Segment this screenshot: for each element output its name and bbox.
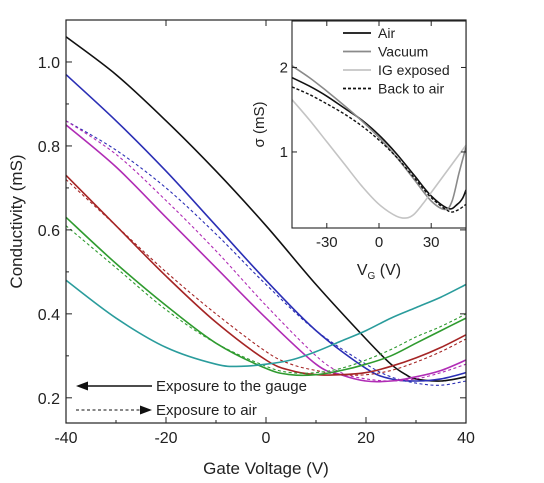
inset-y-tick-label: 1 (280, 144, 288, 161)
inset-legend-label-1: Vacuum (378, 44, 428, 60)
legend-label-air: Exposure to air (156, 402, 257, 419)
inset-y-axis-label: σ (mS) (251, 102, 268, 148)
series-line-0 (65, 36, 467, 382)
legend-arrow-right-icon (140, 405, 152, 415)
inset-x-tick-label: 30 (423, 234, 440, 251)
x-tick-label: 40 (457, 430, 475, 447)
inset-x-label-unit: (V) (375, 262, 401, 279)
x-tick-label: 0 (262, 430, 271, 447)
inset-legend-label-0: Air (378, 25, 395, 41)
legend-arrow-left-icon (76, 381, 88, 391)
y-tick-label: 0.8 (38, 139, 60, 156)
y-tick-label: 0.4 (38, 307, 60, 324)
inset-series-line-2 (292, 99, 466, 219)
y-axis-label: Conductivity (mS) (7, 154, 26, 288)
inset-series-group (292, 65, 466, 219)
y-tick-label: 1.0 (38, 55, 60, 72)
y-tick-label: 0.6 (38, 223, 60, 240)
series-line-6 (65, 179, 467, 376)
series-line-8 (65, 225, 467, 374)
x-tick-label: 20 (357, 430, 375, 447)
series-line-1 (65, 74, 467, 382)
inset-legend-label-3: Back to air (378, 81, 444, 97)
inset-x-label-main: V (357, 262, 368, 279)
series-line-2 (65, 120, 467, 386)
inset-legend-label-2: IG exposed (378, 62, 450, 78)
inset-chart: -30 0 30 1 2 VG (V) σ (mS) Air Vacuum IG exposed B… (251, 20, 467, 282)
inset-x-label-sub: G (368, 271, 376, 282)
legend-label-gauge: Exposure to the gauge (156, 378, 307, 395)
series-line-3 (65, 124, 467, 383)
inset-y-tick-label: 2 (280, 59, 288, 76)
inset-x-tick-label: -30 (316, 234, 338, 251)
series-line-4 (65, 120, 467, 382)
x-axis-label: Gate Voltage (V) (203, 459, 329, 478)
inset-series-line-3 (292, 86, 466, 213)
inset-background (292, 21, 466, 228)
series-line-9 (65, 279, 467, 368)
inset-x-tick-label: 0 (375, 234, 383, 251)
x-tick-label: -20 (154, 430, 177, 447)
inset-x-axis-label: VG (V) (357, 262, 401, 282)
series-line-7 (65, 216, 467, 377)
y-tick-label: 0.2 (38, 391, 60, 408)
x-tick-label: -40 (54, 430, 77, 447)
inset-series-line-0 (292, 76, 466, 210)
